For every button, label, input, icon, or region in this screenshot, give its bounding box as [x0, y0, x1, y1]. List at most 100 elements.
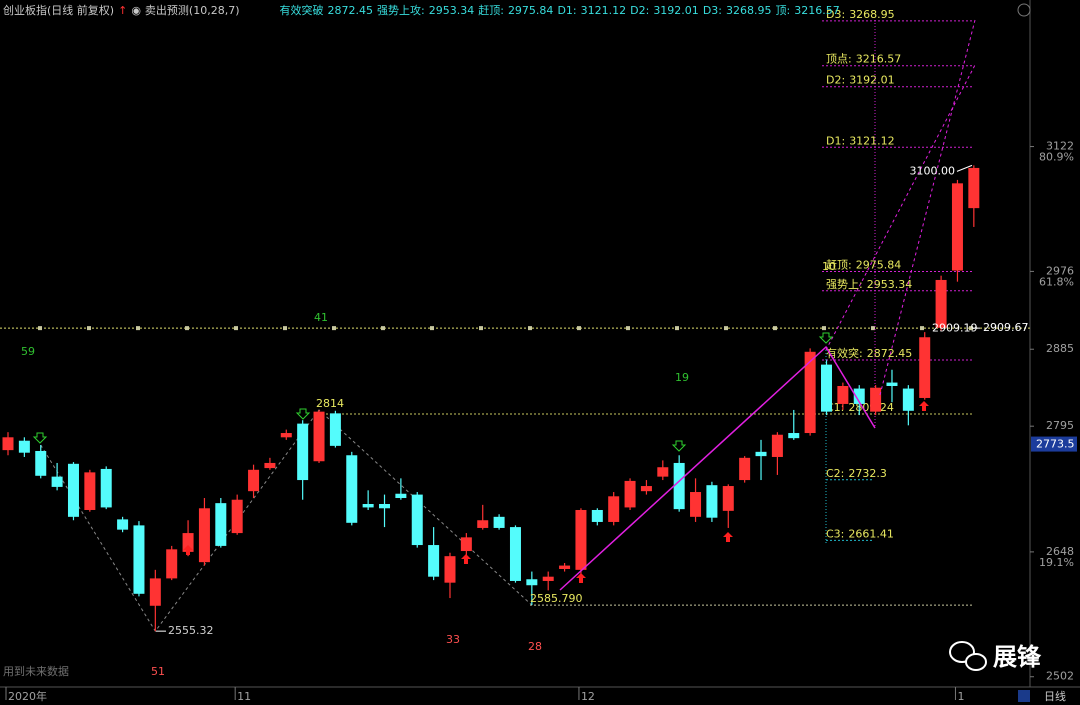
reference-dot: [479, 326, 483, 331]
price-label: 2814: [316, 397, 344, 410]
y-tick-label: 2648: [1046, 545, 1074, 558]
header: 创业板指(日线 前复权) ↑ ◉ 卖出预测(10,28,7) 有效突破 2872.…: [3, 3, 844, 19]
candle-body: [67, 463, 79, 517]
settings-icon[interactable]: [1017, 3, 1031, 17]
level-value: 3192.01: [849, 74, 895, 87]
candle-body: [215, 503, 227, 546]
level-label: C2: 2732.3: [826, 467, 887, 480]
level-name: D3:: [826, 8, 845, 21]
candle-body: [166, 549, 178, 579]
candle-body: [51, 476, 63, 487]
reference-dot: [822, 326, 826, 331]
candle-body: [362, 504, 374, 508]
header-item-value: 2953.34: [428, 4, 475, 17]
wave-count: 59: [21, 345, 35, 358]
header-item-value: 2975.84: [507, 4, 554, 17]
indicator-name: 卖出预测(10,28,7): [144, 4, 240, 17]
price-label: 2909.19: [932, 322, 978, 335]
candle-body: [870, 387, 882, 412]
candle-body: [951, 183, 963, 271]
buy-signal: [919, 401, 929, 411]
arrow-icon: ↑: [118, 4, 128, 17]
price-pointer: [956, 164, 973, 172]
header-item-name: D2:: [630, 4, 650, 17]
header-item-name: D3:: [702, 4, 722, 17]
level-value: 2661.41: [848, 527, 894, 540]
header-item-value: 3216.57: [794, 4, 840, 17]
level-label: D2: 3192.01: [826, 74, 895, 87]
candle-body: [559, 565, 571, 569]
candle-body: [886, 382, 898, 386]
cursor-price: 2773.5: [1036, 438, 1075, 451]
sell-signal: [671, 440, 687, 452]
candle-body: [968, 167, 980, 209]
title: 创业板指(日线 前复权): [3, 4, 115, 17]
sell-signal: [818, 332, 834, 344]
sell-signal: [32, 432, 48, 444]
x-tick-label: 11: [237, 690, 251, 703]
header-item-value: 3192.01: [653, 4, 699, 17]
y-tick-label: 2795: [1046, 419, 1074, 432]
level-value: 2732.3: [848, 467, 887, 480]
candle-body: [526, 579, 538, 586]
candle-body: [706, 485, 718, 518]
reference-dot: [234, 326, 238, 331]
candle-body: [853, 388, 865, 404]
candle-body: [297, 423, 309, 481]
candle-body: [509, 527, 521, 581]
reference-dot: [185, 326, 189, 331]
level-name: 强势上:: [826, 278, 863, 291]
level-value: 3268.95: [849, 8, 895, 21]
wave-count: 33: [446, 633, 460, 646]
level-label: 有效突: 2872.45: [826, 346, 912, 360]
y-tick-label: 2885: [1046, 342, 1074, 355]
candle-body: [804, 351, 816, 434]
reference-dot: [528, 326, 532, 331]
y-tick-label: 2502: [1046, 670, 1074, 683]
candle-body: [902, 388, 914, 411]
reference-dot: [577, 326, 581, 331]
candle-body: [248, 469, 260, 492]
candle-body: [231, 499, 243, 534]
candle-body: [444, 556, 456, 583]
scroll-button[interactable]: [1018, 690, 1030, 702]
candle-body: [591, 509, 603, 522]
y-percent-label: 19.1%: [1039, 556, 1074, 569]
reference-dot: [724, 326, 728, 331]
candle-body: [18, 440, 30, 453]
candle-body: [755, 451, 767, 457]
level-label: D3: 3268.95: [826, 8, 895, 21]
candle-body: [2, 437, 14, 451]
level-value: 2975.84: [856, 259, 902, 272]
candle-body: [640, 486, 652, 492]
candle-body: [395, 493, 407, 499]
level-value: 2872.45: [867, 347, 913, 360]
level-name: D1:: [826, 134, 845, 147]
reference-dot: [773, 326, 777, 331]
level-name: C3:: [826, 527, 844, 540]
candle-body: [149, 578, 161, 606]
indicator-icon[interactable]: ◉: [131, 4, 141, 17]
projection-line: [879, 19, 976, 396]
buy-signal: [461, 554, 471, 564]
level-value: 3216.57: [856, 53, 902, 66]
header-item-name: 顶:: [775, 4, 791, 17]
candle-body: [84, 472, 96, 510]
wave-count: 28: [528, 640, 542, 653]
candle-body: [821, 364, 832, 412]
price-label: 3100.00: [910, 164, 956, 177]
reference-dot: [871, 326, 875, 331]
reference-dot: [430, 326, 434, 331]
candle-body: [117, 519, 129, 530]
candle-body: [35, 450, 47, 476]
price-label: 2555.32: [168, 624, 214, 637]
wave-count: 19: [675, 371, 689, 384]
period[interactable]: 日线: [1044, 689, 1066, 703]
wave-count: 10: [822, 260, 836, 273]
candle-body: [460, 537, 472, 552]
level-label: C3: 2661.41: [826, 527, 894, 540]
reference-dot: [283, 326, 287, 331]
candle-body: [313, 411, 325, 462]
level-name: D2:: [826, 74, 845, 87]
